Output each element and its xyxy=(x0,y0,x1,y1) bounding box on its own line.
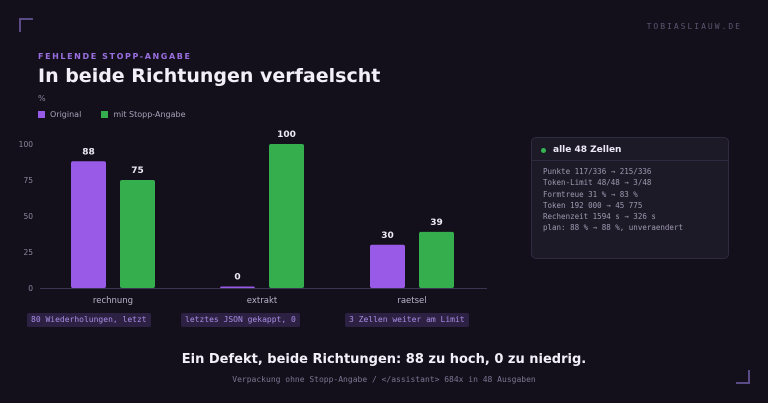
legend-label-stopp: mit Stopp-Angabe xyxy=(113,110,186,119)
summary-header: alle 48 Zellen xyxy=(541,145,621,155)
summary-divider xyxy=(532,160,728,161)
site-label: TOBIASLIAUW.DE xyxy=(646,22,742,31)
summary-line: Punkte 117/336 → 215/336 xyxy=(543,167,652,176)
summary-panel: alle 48 Zellen Punkte 117/336 → 215/336 … xyxy=(531,137,729,259)
legend-item-stopp: mit Stopp-Angabe xyxy=(101,110,186,119)
summary-line: plan: 88 % → 88 %, unveraendert xyxy=(543,223,683,233)
summary-title: alle 48 Zellen xyxy=(553,145,622,155)
bar-extrakt-original xyxy=(220,286,255,288)
x-tick-label: rechnung xyxy=(93,296,133,306)
bar-extrakt-stopp xyxy=(269,144,304,288)
footer-subtitle: Verpackung ohne Stopp-Angabe / </assista… xyxy=(232,375,536,384)
status-dot-icon xyxy=(541,147,546,153)
y-tick-label: 0 xyxy=(28,284,33,293)
summary-line: Formtreue 31 % → 83 % xyxy=(543,189,638,199)
y-tick-label: 50 xyxy=(23,212,33,221)
eyebrow-label: FEHLENDE STOPP-ANGABE xyxy=(38,52,192,61)
legend-swatch-stopp xyxy=(101,111,109,118)
data-label: 75 xyxy=(131,166,144,176)
summary-line: Token-Limit 48/48 → 3/48 xyxy=(543,178,652,188)
footer-title: Ein Defekt, beide Richtungen: 88 zu hoch… xyxy=(181,352,587,367)
x-tick-label: raetsel xyxy=(397,296,426,306)
y-tick-label: 25 xyxy=(23,248,33,257)
x-tick-label: extrakt xyxy=(247,296,278,306)
chart-title: In beide Richtungen verfaelscht xyxy=(38,65,381,87)
unit-label: % xyxy=(38,94,46,103)
corner-bracket-top-left xyxy=(19,18,33,32)
data-label: 88 xyxy=(82,147,95,157)
data-label: 30 xyxy=(381,231,394,241)
data-label: 100 xyxy=(277,130,296,140)
corner-bracket-bottom-right xyxy=(736,370,750,384)
summary-lines: Punkte 117/336 → 215/336 Token-Limit 48/… xyxy=(543,166,683,234)
data-label: 39 xyxy=(430,218,443,228)
legend: Original mit Stopp-Angabe xyxy=(38,110,186,119)
y-tick-label: 100 xyxy=(19,140,34,149)
legend-swatch-original xyxy=(38,111,45,118)
summary-line: Token 192 000 → 45 775 xyxy=(543,200,643,210)
bar-raetsel-stopp xyxy=(419,231,454,288)
legend-label-original: Original xyxy=(50,110,82,119)
bar-raetsel-original xyxy=(370,244,405,288)
category-note-rechnung: 80 Wiederholungen, letzt xyxy=(27,313,151,327)
y-tick-label: 75 xyxy=(23,176,33,185)
summary-line: Rechenzeit 1594 s → 326 s xyxy=(543,212,656,222)
bar-rechnung-stopp xyxy=(120,180,155,288)
category-note-extrakt: letztes JSON gekappt, 0 xyxy=(181,313,300,327)
legend-item-original: Original xyxy=(38,110,81,119)
data-label: 0 xyxy=(234,273,240,283)
bar-rechnung-original xyxy=(71,161,106,288)
category-note-raetsel: 3 Zellen weiter am Limit xyxy=(345,313,469,327)
